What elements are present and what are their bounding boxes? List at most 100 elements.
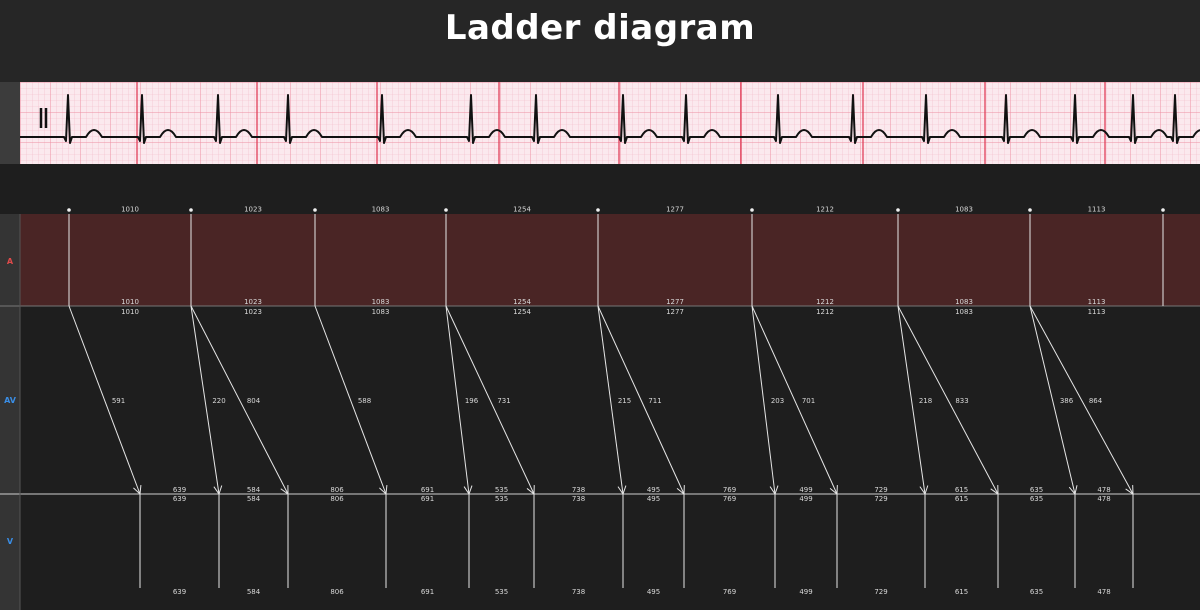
ecg-strip-handle[interactable] (0, 82, 20, 164)
a-interval-label-av: 1113 (1088, 308, 1106, 316)
a-activation-dot (444, 208, 448, 212)
a-interval-label-top: 1277 (666, 206, 684, 214)
av-conduction-time: 220 (212, 397, 225, 405)
a-interval-label-bottom: 1083 (955, 298, 973, 306)
v-interval-label-bottom: 635 (1030, 588, 1043, 596)
av-conduction-line (1029, 305, 1134, 495)
v-interval-label-top: 615 (955, 495, 968, 503)
a-interval-label-top: 1083 (372, 206, 390, 214)
av-conduction-time: 196 (465, 397, 479, 405)
av-conduction-line (314, 305, 387, 495)
av-conduction-time: 215 (618, 397, 631, 405)
v-interval-label-av: 729 (874, 486, 887, 494)
v-interval-label-bottom: 535 (495, 588, 508, 596)
v-interval-label-bottom: 691 (421, 588, 434, 596)
a-interval-label-bottom: 1113 (1088, 298, 1106, 306)
row-borders (0, 214, 1200, 610)
v-interval-label-top: 769 (723, 495, 736, 503)
a-activation-dot (896, 208, 900, 212)
a-activation-dot (1161, 208, 1165, 212)
ecg-trace (20, 94, 1200, 144)
v-interval-label-av: 499 (799, 486, 812, 494)
ecg-strip (0, 82, 1200, 164)
av-conduction-time: 711 (648, 397, 661, 405)
a-activation-dot (1028, 208, 1032, 212)
av-conduction-line (597, 305, 624, 495)
av-conduction-line (1029, 305, 1076, 495)
av-conduction-time: 588 (358, 397, 371, 405)
v-interval-label-top: 499 (799, 495, 812, 503)
av-conduction-time: 804 (247, 397, 261, 405)
av-conduction-line (445, 305, 470, 495)
av-conduction-time: 591 (112, 397, 125, 405)
ecg-lead-marker (39, 108, 48, 128)
row-label-v: V (7, 537, 14, 546)
ecg-grid (20, 82, 1200, 164)
a-interval-label-bottom: 1254 (513, 298, 531, 306)
v-interval-label-top: 806 (330, 495, 344, 503)
v-interval-label-bottom: 495 (647, 588, 660, 596)
av-conduction-time: 701 (802, 397, 815, 405)
v-interval-label-bottom: 499 (799, 588, 812, 596)
a-interval-label-bottom: 1023 (244, 298, 262, 306)
header-bar (0, 0, 1200, 82)
av-conduction-time: 386 (1060, 397, 1074, 405)
av-conduction-line (751, 305, 776, 495)
a-interval-label-bottom: 1277 (666, 298, 684, 306)
a-interval-label-bottom: 1083 (372, 298, 390, 306)
v-interval-label-av: 806 (330, 486, 344, 494)
av-conduction-time: 218 (919, 397, 932, 405)
v-interval-label-bottom: 806 (330, 588, 344, 596)
v-interval-label-bottom: 478 (1097, 588, 1110, 596)
a-activation-dot (596, 208, 600, 212)
a-row-region (20, 214, 1200, 306)
v-interval-label-bottom: 639 (173, 588, 186, 596)
v-interval-label-bottom: 738 (572, 588, 585, 596)
v-interval-label-av: 691 (421, 486, 434, 494)
a-activation-dot (750, 208, 754, 212)
av-conduction-line (445, 305, 535, 495)
v-interval-label-av: 639 (173, 486, 186, 494)
a-activation-dot (189, 208, 193, 212)
ecg-major-lines (136, 82, 1106, 164)
ladder-diagram: A AV V 101010101010102310231023108310831… (0, 206, 1200, 610)
a-interval-label-av: 1277 (666, 308, 684, 316)
v-interval-label-av: 615 (955, 486, 968, 494)
a-interval-label-bottom: 1010 (121, 298, 139, 306)
av-conduction-line (751, 305, 838, 495)
v-interval-label-bottom: 769 (723, 588, 736, 596)
a-interval-label-av: 1083 (372, 308, 390, 316)
v-interval-label-top: 639 (173, 495, 186, 503)
v-interval-label-av: 584 (247, 486, 261, 494)
v-interval-label-av: 478 (1097, 486, 1110, 494)
a-interval-label-av: 1023 (244, 308, 262, 316)
a-interval-label-top: 1212 (816, 206, 834, 214)
v-interval-label-top: 729 (874, 495, 887, 503)
a-interval-label-bottom: 1212 (816, 298, 834, 306)
av-conduction-line (190, 305, 289, 495)
a-interval-label-av: 1083 (955, 308, 973, 316)
row-label-av: AV (4, 396, 17, 405)
av-conduction-line (897, 305, 999, 495)
av-conduction-line (190, 305, 220, 495)
av-conduction-line (897, 305, 926, 495)
v-interval-label-top: 691 (421, 495, 434, 503)
a-interval-label-top: 1023 (244, 206, 262, 214)
a-interval-label-top: 1254 (513, 206, 531, 214)
v-interval-label-top: 535 (495, 495, 508, 503)
a-interval-label-top: 1010 (121, 206, 139, 214)
v-interval-label-top: 635 (1030, 495, 1043, 503)
a-interval-label-top: 1083 (955, 206, 973, 214)
v-interval-label-top: 495 (647, 495, 660, 503)
v-interval-label-av: 738 (572, 486, 585, 494)
v-interval-label-av: 635 (1030, 486, 1043, 494)
v-interval-label-av: 495 (647, 486, 660, 494)
v-interval-label-top: 738 (572, 495, 585, 503)
page-title: Ladder diagram (444, 8, 756, 48)
av-conduction-time: 731 (497, 397, 510, 405)
row-label-column (0, 214, 20, 610)
av-conduction-line (68, 305, 141, 495)
ladder-marks: 1010 1010 1010 1023 1023 1023 1083 1083 1083 1254… (67, 206, 1165, 596)
av-conduction-time: 203 (771, 397, 784, 405)
ecg-trace-image (20, 82, 1200, 164)
